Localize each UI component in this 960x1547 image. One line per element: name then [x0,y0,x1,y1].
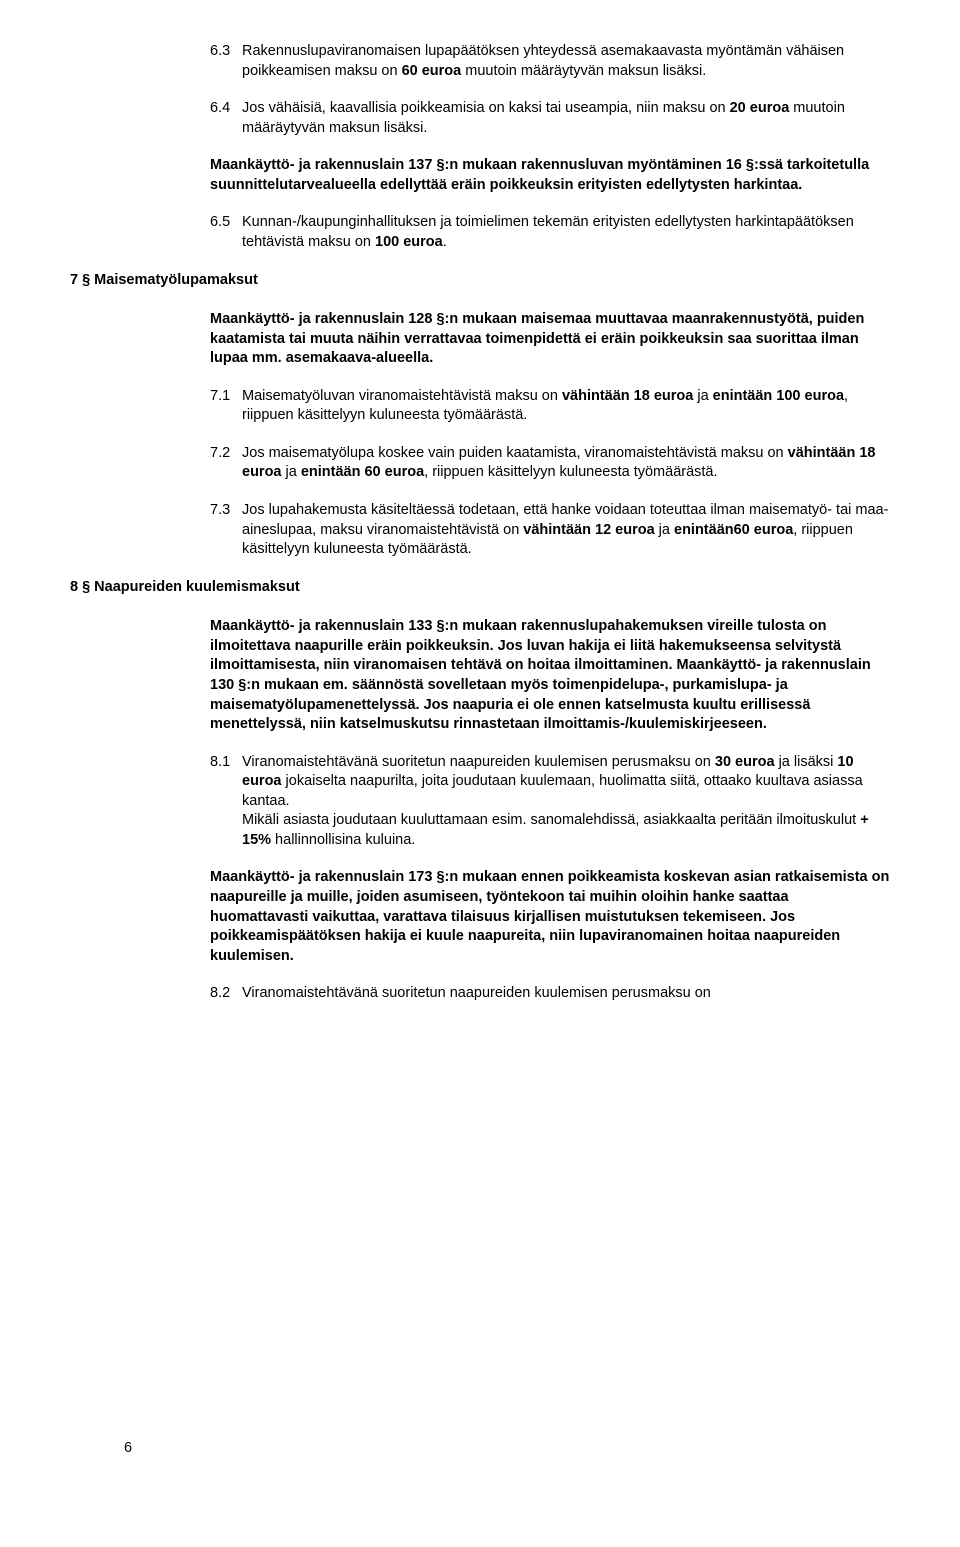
item-text: Kunnan-/kaupunginhallituksen ja toimieli… [242,213,890,252]
item-text: Jos lupahakemusta käsiteltäessä todetaan… [242,501,890,560]
item-text: Jos maisematyölupa koskee vain puiden ka… [242,444,890,483]
section-heading: 8 § Naapureiden kuulemismaksut [70,578,890,598]
numbered-item: 7.1Maisematyöluvan viranomaistehtävistä … [210,387,890,426]
item-number: 7.3 [210,501,242,560]
bold-paragraph: Maankäyttö- ja rakennuslain 128 §:n muka… [210,310,890,369]
numbered-item: 8.2Viranomaistehtävänä suoritetun naapur… [210,984,890,1004]
item-number: 7.1 [210,387,242,426]
item-number: 6.3 [210,42,242,81]
page-number: 6 [124,1439,132,1459]
numbered-item: 7.2Jos maisematyölupa koskee vain puiden… [210,444,890,483]
item-number: 8.2 [210,984,242,1004]
numbered-item: 6.5Kunnan-/kaupunginhallituksen ja toimi… [210,213,890,252]
item-number: 7.2 [210,444,242,483]
section-heading: 7 § Maisematyölupamaksut [70,271,890,291]
bold-paragraph: Maankäyttö- ja rakennuslain 173 §:n muka… [210,868,890,966]
numbered-item: 8.1Viranomaistehtävänä suoritetun naapur… [210,753,890,851]
item-text: Rakennuslupaviranomaisen lupapäätöksen y… [242,42,890,81]
item-number: 6.5 [210,213,242,252]
item-text: Maisematyöluvan viranomaistehtävistä mak… [242,387,890,426]
item-text: Viranomaistehtävänä suoritetun naapureid… [242,753,890,851]
numbered-item: 6.3Rakennuslupaviranomaisen lupapäätökse… [210,42,890,81]
item-text: Jos vähäisiä, kaavallisia poikkeamisia o… [242,99,890,138]
item-text: Viranomaistehtävänä suoritetun naapureid… [242,984,890,1004]
bold-paragraph: Maankäyttö- ja rakennuslain 133 §:n muka… [210,617,890,734]
item-number: 8.1 [210,753,242,851]
numbered-item: 7.3Jos lupahakemusta käsiteltäessä todet… [210,501,890,560]
numbered-item: 6.4Jos vähäisiä, kaavallisia poikkeamisi… [210,99,890,138]
bold-paragraph: Maankäyttö- ja rakennuslain 137 §:n muka… [210,156,890,195]
item-number: 6.4 [210,99,242,138]
